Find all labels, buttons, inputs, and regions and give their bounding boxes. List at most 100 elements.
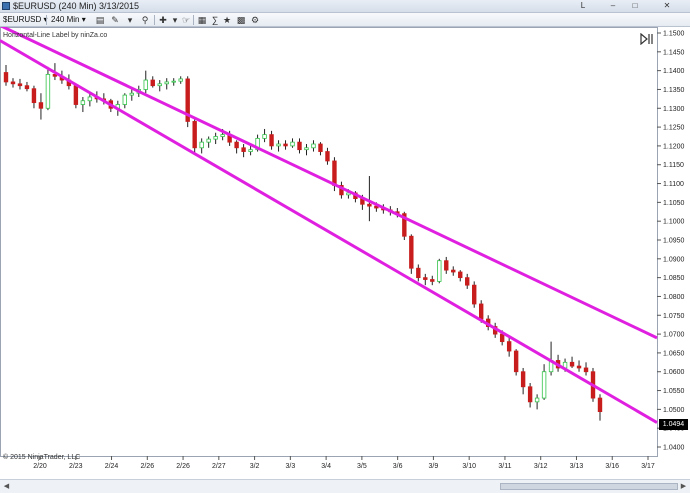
y-tick-label: 1.1300: [663, 106, 685, 113]
pencil-icon[interactable]: ✎: [111, 15, 119, 25]
candle-body: [171, 80, 176, 83]
chart-toolbar: $EURUSD ▾ 240 Min ▾ ▤ ✎ ▾ ⚲ ✚ ▾ ☞ ▦ ∑ ★ …: [0, 13, 690, 27]
minimize-button[interactable]: –: [610, 1, 616, 10]
interval-selector[interactable]: 240 Min ▾: [51, 15, 86, 25]
candle-body: [192, 121, 197, 149]
candle-body: [220, 134, 225, 137]
scrollbar-thumb[interactable]: [500, 483, 678, 490]
x-tick-label: 3/2: [250, 463, 260, 470]
chevron-down-icon[interactable]: ▾: [127, 15, 133, 25]
y-tick-label: 1.0400: [663, 445, 685, 452]
indicator-label: Horizontal-Line Label by ninZa.co: [3, 32, 108, 39]
candle-body: [73, 85, 79, 105]
x-tick-label: 3/5: [357, 463, 367, 470]
properties-icon[interactable]: ⚙: [250, 15, 260, 25]
x-tick-label: 3/4: [321, 463, 331, 470]
crosshair-icon[interactable]: ✚: [159, 15, 167, 25]
indicator-icon[interactable]: ∑: [211, 15, 219, 25]
candle-body: [332, 160, 337, 186]
strategy-icon[interactable]: ★: [222, 15, 232, 25]
maximize-button[interactable]: □: [632, 1, 638, 10]
candle-body: [318, 143, 323, 152]
x-tick-label: 2/23: [69, 463, 83, 470]
interval-label: 240 Min: [51, 15, 80, 24]
hand-icon[interactable]: ☞: [181, 15, 191, 25]
candle-body: [478, 303, 484, 320]
candle-body: [444, 260, 449, 271]
x-tick-label: 3/11: [498, 463, 511, 470]
y-tick-label: 1.0600: [663, 369, 685, 376]
candle-body: [262, 134, 267, 139]
chart-style-icon[interactable]: ▩: [236, 15, 246, 25]
x-tick-label: 3/16: [605, 463, 619, 470]
channel-line-lower: [0, 39, 658, 424]
y-tick-label: 1.0800: [663, 294, 685, 301]
candle-body: [248, 149, 253, 152]
candle-body: [255, 137, 260, 151]
chevron-down-icon[interactable]: ▾: [172, 15, 178, 25]
y-tick-label: 1.1250: [663, 125, 685, 132]
candle-body: [3, 72, 9, 83]
grid-icon[interactable]: ▦: [197, 15, 207, 25]
y-tick-label: 1.1000: [663, 219, 685, 226]
x-tick-label: 2/26: [176, 463, 190, 470]
candle-body: [499, 333, 505, 343]
candle-body: [276, 143, 281, 147]
candle-body: [416, 267, 421, 279]
help-button[interactable]: L: [580, 1, 586, 10]
instrument-selector[interactable]: $EURUSD ▾: [3, 15, 47, 25]
chevron-down-icon: ▾: [43, 15, 47, 24]
price-chart[interactable]: 1.1500 1.1450 1.1400 1.1350 1.1300 1.1250 1.12…: [0, 27, 690, 479]
candle-body: [24, 85, 30, 90]
candle-body: [17, 83, 23, 87]
y-tick-label: 1.1400: [663, 68, 685, 75]
x-tick-label: 2/27: [212, 463, 226, 470]
candle-body: [80, 100, 86, 105]
candle-body: [122, 94, 127, 105]
chevron-down-icon: ▾: [81, 15, 86, 24]
plot-area: [0, 27, 658, 457]
candle-body: [534, 397, 540, 403]
x-tick-label: 3/12: [534, 463, 548, 470]
x-tick-label: 2/20: [33, 463, 47, 470]
x-tick-label: 2/26: [140, 463, 154, 470]
horizontal-scrollbar[interactable]: ◀ ▶: [0, 479, 690, 493]
toolbar-divider: [154, 15, 155, 25]
candle-body: [423, 277, 428, 280]
candle-body: [430, 279, 435, 282]
candle-body: [513, 350, 519, 373]
scroll-right-icon[interactable]: ▶: [680, 483, 687, 490]
toolbar-divider: [46, 15, 47, 25]
candle-body: [185, 78, 190, 122]
current-price-marker: 1.0494: [659, 419, 688, 430]
candle-body: [38, 102, 44, 109]
candle-body: [129, 92, 134, 96]
x-tick-label: 3/9: [429, 463, 439, 470]
candle-body: [527, 386, 533, 403]
title-bar[interactable]: $EURUSD (240 Min) 3/13/2015 L – □ ✕: [0, 0, 690, 13]
collapse-panel-icon[interactable]: [640, 33, 654, 45]
magnifier-icon[interactable]: ⚲: [141, 15, 149, 25]
y-tick-label: 1.1350: [663, 87, 685, 94]
bar-chart-icon[interactable]: ▤: [95, 15, 105, 25]
y-tick-label: 1.0900: [663, 256, 685, 263]
x-tick-label: 3/10: [462, 463, 476, 470]
candle-body: [465, 277, 470, 286]
close-button[interactable]: ✕: [663, 1, 671, 10]
candle-body: [597, 397, 603, 413]
candle-body: [157, 83, 162, 87]
y-tick-label: 1.0700: [663, 332, 685, 339]
y-tick-label: 1.0500: [663, 407, 685, 414]
candle-body: [325, 151, 330, 162]
candle-body: [241, 147, 246, 152]
y-tick-label: 1.1500: [663, 31, 685, 38]
candle-body: [451, 269, 456, 273]
y-tick-label: 1.1100: [663, 181, 684, 188]
candle-body: [402, 213, 407, 237]
candle-body: [290, 141, 295, 147]
scroll-left-icon[interactable]: ◀: [3, 483, 10, 490]
candle-body: [576, 365, 582, 369]
candle-body: [506, 341, 512, 352]
candle-body: [269, 134, 274, 147]
